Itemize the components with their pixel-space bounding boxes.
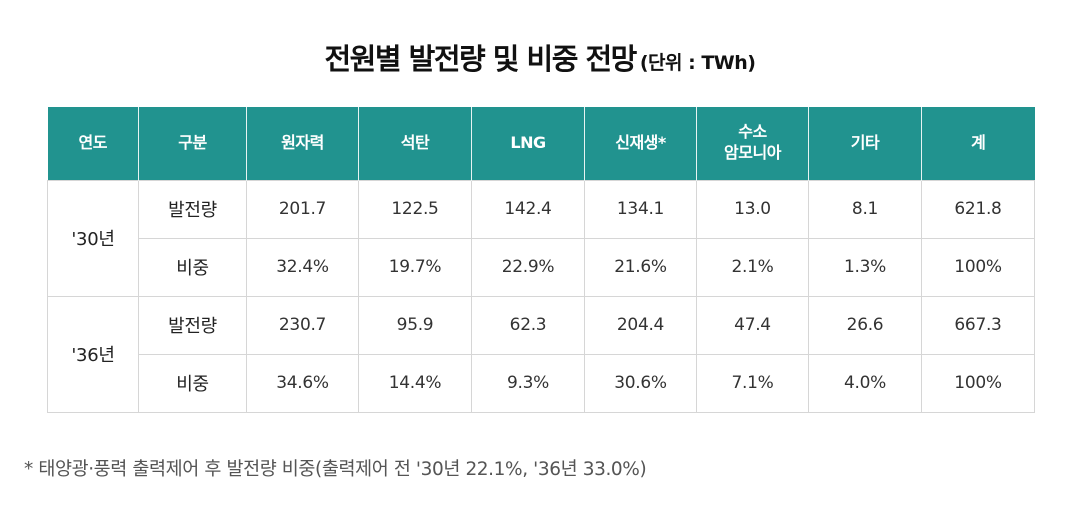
value-cell: 13.0 [696, 179, 809, 239]
header-total: 계 [921, 107, 1035, 180]
category-cell: 발전량 [138, 295, 247, 355]
year-cell: '36년 [47, 295, 139, 413]
value-cell: 667.3 [921, 295, 1035, 355]
value-cell: 100% [921, 237, 1035, 297]
value-cell: 134.1 [584, 179, 697, 239]
category-cell: 발전량 [138, 179, 247, 239]
value-cell: 21.6% [584, 237, 697, 297]
title-main: 전원별 발전량 및 비중 전망 [324, 42, 638, 76]
header-hydrogen-line1: 수소 [738, 122, 767, 142]
value-cell: 142.4 [471, 179, 585, 239]
value-cell: 100% [921, 353, 1035, 413]
value-cell: 32.4% [246, 237, 359, 297]
value-cell: 14.4% [358, 353, 472, 413]
value-cell: 204.4 [584, 295, 697, 355]
title-unit: (단위 : TWh) [639, 52, 756, 74]
value-cell: 1.3% [808, 237, 922, 297]
value-cell: 230.7 [246, 295, 359, 355]
header-hydrogen-ammonia: 수소 암모니아 [696, 107, 809, 180]
value-cell: 9.3% [471, 353, 585, 413]
value-cell: 2.1% [696, 237, 809, 297]
value-cell: 19.7% [358, 237, 472, 297]
footnote: * 태양광·풍력 출력제어 후 발전량 비중(출력제어 전 '30년 22.1%… [24, 459, 647, 480]
header-category: 구분 [138, 107, 247, 180]
table-title: 전원별 발전량 및 비중 전망 (단위 : TWh) [0, 36, 1080, 78]
header-hydrogen-line2: 암모니아 [724, 143, 781, 163]
value-cell: 95.9 [358, 295, 472, 355]
header-year: 연도 [47, 107, 139, 180]
value-cell: 201.7 [246, 179, 359, 239]
year-cell: '30년 [47, 179, 139, 297]
value-cell: 62.3 [471, 295, 585, 355]
value-cell: 30.6% [584, 353, 697, 413]
value-cell: 34.6% [246, 353, 359, 413]
value-cell: 122.5 [358, 179, 472, 239]
table-row: '36년 발전량 230.7 95.9 62.3 204.4 47.4 26.6… [47, 295, 1035, 413]
table-row: 비중 34.6% 14.4% 9.3% 30.6% 7.1% 4.0% 100% [48, 353, 1035, 413]
header-coal: 석탄 [358, 107, 472, 180]
value-cell: 47.4 [696, 295, 809, 355]
category-cell: 비중 [138, 353, 247, 413]
table-row: '30년 발전량 201.7 122.5 142.4 134.1 13.0 8.… [47, 179, 1035, 297]
table-row: 비중 32.4% 19.7% 22.9% 21.6% 2.1% 1.3% 100… [48, 237, 1035, 297]
header-lng: LNG [471, 107, 585, 180]
header-row: 연도 구분 원자력 석탄 LNG 신재생* 수소 암모니아 기타 계 [47, 107, 1035, 180]
energy-table: 연도 구분 원자력 석탄 LNG 신재생* 수소 암모니아 기타 계 '30년 … [47, 107, 1035, 413]
value-cell: 22.9% [471, 237, 585, 297]
value-cell: 621.8 [921, 179, 1035, 239]
header-other: 기타 [808, 107, 922, 180]
category-cell: 비중 [138, 237, 247, 297]
value-cell: 7.1% [696, 353, 809, 413]
header-renewable: 신재생* [584, 107, 697, 180]
value-cell: 26.6 [808, 295, 922, 355]
value-cell: 8.1 [808, 179, 922, 239]
header-nuclear: 원자력 [246, 107, 359, 180]
value-cell: 4.0% [808, 353, 922, 413]
